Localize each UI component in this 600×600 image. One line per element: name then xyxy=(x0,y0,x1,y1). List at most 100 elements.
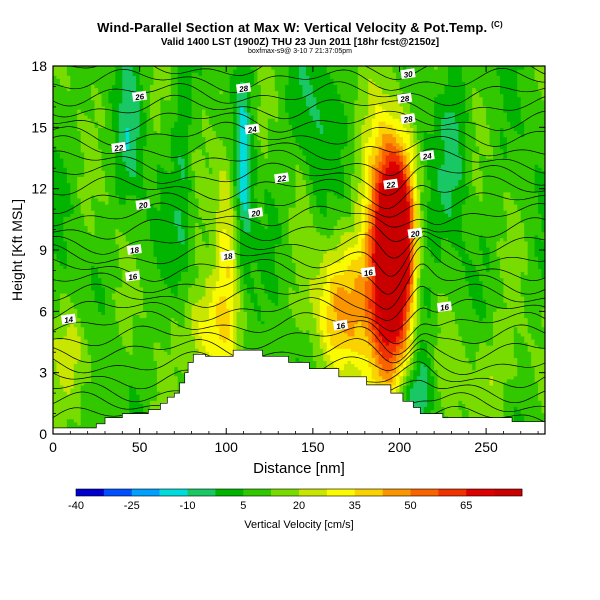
velocity-cell xyxy=(174,231,179,236)
velocity-cell xyxy=(77,173,82,177)
velocity-cell xyxy=(56,342,61,346)
velocity-cell xyxy=(84,225,89,230)
velocity-cell xyxy=(101,154,106,159)
velocity-cell xyxy=(118,302,123,306)
velocity-cell xyxy=(129,112,134,116)
velocity-cell xyxy=(146,329,151,334)
velocity-cell xyxy=(94,262,99,266)
velocity-cell xyxy=(177,259,182,263)
velocity-cell xyxy=(146,127,151,131)
velocity-cell xyxy=(73,397,78,401)
velocity-cell xyxy=(150,139,155,144)
velocity-cell xyxy=(132,124,137,128)
velocity-cell xyxy=(53,167,58,171)
velocity-cell xyxy=(77,388,82,392)
velocity-cell xyxy=(73,345,78,349)
velocity-cell xyxy=(94,283,99,288)
velocity-cell xyxy=(160,84,165,89)
velocity-cell xyxy=(163,225,168,230)
velocity-cell xyxy=(150,381,155,386)
velocity-cell xyxy=(70,372,75,377)
velocity-cell xyxy=(143,216,148,220)
velocity-cell xyxy=(66,262,71,266)
velocity-cell xyxy=(77,418,82,423)
velocity-cell xyxy=(167,231,172,236)
velocity-cell xyxy=(153,314,158,319)
velocity-cell xyxy=(163,375,168,380)
velocity-cell xyxy=(91,127,96,131)
velocity-cell xyxy=(150,351,155,355)
velocity-cell xyxy=(73,118,78,122)
velocity-cell xyxy=(125,191,130,196)
velocity-cell xyxy=(84,250,89,254)
velocity-cell xyxy=(132,253,137,257)
velocity-cell xyxy=(136,99,141,104)
velocity-cell xyxy=(84,415,89,420)
velocity-cell xyxy=(163,87,168,92)
velocity-cell xyxy=(177,69,182,73)
velocity-cell xyxy=(181,127,186,131)
velocity-cell xyxy=(160,133,165,138)
velocity-cell xyxy=(139,142,144,147)
velocity-cell xyxy=(143,332,148,337)
velocity-cell xyxy=(98,154,103,159)
velocity-cell xyxy=(139,283,144,288)
velocity-cell xyxy=(163,308,168,312)
velocity-cell xyxy=(143,127,148,131)
velocity-cell xyxy=(177,317,182,322)
velocity-cell xyxy=(94,338,99,343)
velocity-cell xyxy=(70,90,75,95)
velocity-cell xyxy=(87,369,92,374)
velocity-cell xyxy=(122,194,127,199)
velocity-cell xyxy=(66,200,71,205)
velocity-cell xyxy=(170,66,175,70)
velocity-cell xyxy=(73,424,78,429)
velocity-cell xyxy=(122,391,127,395)
velocity-cell xyxy=(56,335,61,340)
velocity-cell xyxy=(136,194,141,199)
velocity-cell xyxy=(181,108,186,113)
velocity-cell xyxy=(59,93,64,98)
velocity-cell xyxy=(139,115,144,119)
velocity-cell xyxy=(170,216,175,220)
velocity-cell xyxy=(104,268,110,273)
velocity-cell xyxy=(53,228,58,233)
velocity-cell xyxy=(136,105,141,110)
velocity-cell xyxy=(132,305,137,309)
velocity-cell xyxy=(66,283,71,288)
velocity-cell xyxy=(91,286,96,291)
velocity-cell xyxy=(150,93,155,98)
velocity-cell xyxy=(188,351,193,355)
velocity-cell xyxy=(139,320,144,325)
velocity-cell xyxy=(84,188,89,193)
velocity-cell xyxy=(170,228,175,233)
velocity-cell xyxy=(70,136,75,141)
velocity-cell xyxy=(139,176,144,181)
velocity-cell xyxy=(146,406,151,411)
velocity-cell xyxy=(191,222,196,227)
velocity-cell xyxy=(98,231,103,236)
velocity-cell xyxy=(70,130,75,135)
velocity-cell xyxy=(188,173,193,177)
velocity-cell xyxy=(115,314,120,319)
velocity-cell xyxy=(156,176,161,181)
velocity-cell xyxy=(146,403,151,407)
velocity-cell xyxy=(118,121,123,125)
velocity-cell xyxy=(143,302,148,306)
velocity-cell xyxy=(150,167,155,171)
velocity-cell xyxy=(167,222,172,227)
velocity-cell xyxy=(84,105,89,110)
velocity-cell xyxy=(59,265,64,269)
velocity-cell xyxy=(122,222,127,227)
velocity-cell xyxy=(59,69,64,73)
velocity-cell xyxy=(143,213,148,217)
velocity-cell xyxy=(150,99,155,104)
velocity-cell xyxy=(111,182,116,187)
velocity-cell xyxy=(77,179,82,184)
velocity-cell xyxy=(84,357,89,361)
velocity-cell xyxy=(143,253,148,257)
velocity-cell xyxy=(156,286,161,291)
velocity-cell xyxy=(77,90,82,95)
velocity-cell xyxy=(84,176,89,181)
velocity-cell xyxy=(101,213,106,217)
